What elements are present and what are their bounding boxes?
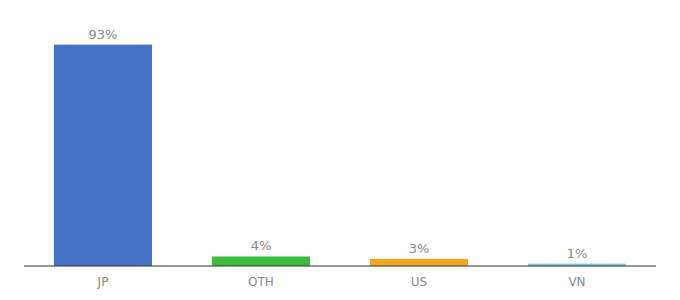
x-tick-label: US [411,275,427,289]
background [0,0,680,300]
chart-container: 93% 4% 3% 1% JP OTH US VN [0,0,680,300]
bar [212,256,310,266]
bar [370,259,468,266]
chart: 93% 4% 3% 1% JP OTH US VN [0,0,680,300]
data-label: 1% [567,246,588,261]
data-label: 4% [251,238,272,253]
bars [54,45,626,266]
x-tick-label: VN [568,275,585,289]
x-tick-labels: JP OTH US VN [97,275,586,289]
data-labels: 93% 4% 3% 1% [89,27,588,261]
data-label: 93% [89,27,118,42]
data-label: 3% [409,241,430,256]
x-tick-label: OTH [248,275,274,289]
bar [54,45,152,266]
x-axis-line [24,265,656,266]
x-tick-label: JP [97,275,109,289]
